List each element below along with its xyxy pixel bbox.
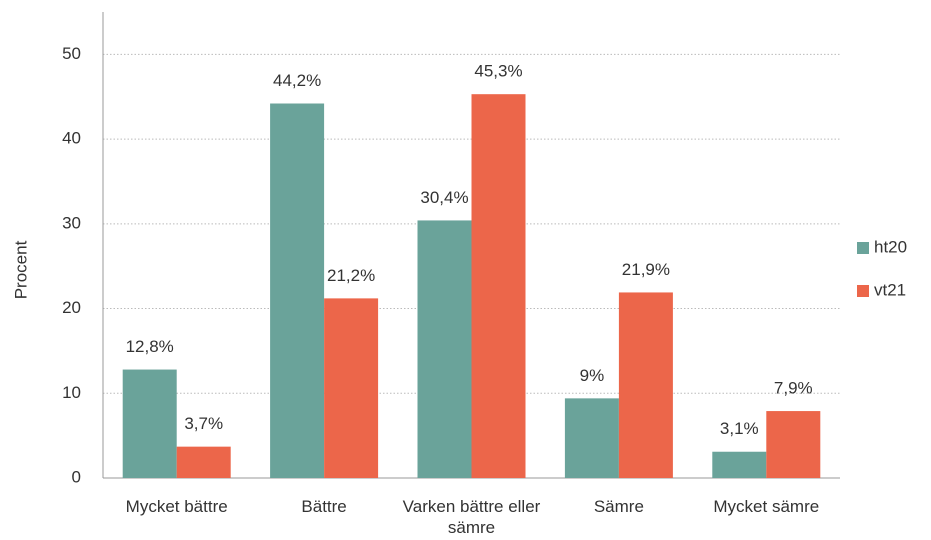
y-tick-label: 0 <box>72 467 81 486</box>
y-tick-label: 50 <box>62 44 81 63</box>
data-label: 3,7% <box>184 414 223 433</box>
x-tick-label: Mycket sämre <box>713 497 820 516</box>
bar <box>766 411 821 478</box>
data-label: 45,3% <box>474 62 522 81</box>
y-tick-label: 20 <box>62 298 81 317</box>
data-label: 9% <box>580 366 605 385</box>
data-label: 21,2% <box>327 266 375 285</box>
y-tick-label: 30 <box>62 213 81 232</box>
data-label: 21,9% <box>622 260 670 279</box>
x-tick-label: Bättre <box>301 497 347 516</box>
data-label: 30,4% <box>420 188 468 207</box>
data-label: 44,2% <box>273 71 321 90</box>
legend-label: ht20 <box>874 237 907 256</box>
bar <box>564 398 619 478</box>
data-label: 7,9% <box>774 379 813 398</box>
bar <box>712 451 767 478</box>
y-tick-label: 40 <box>62 129 81 148</box>
x-tick-label: Varken bättre eller sämre <box>402 497 541 537</box>
bar <box>122 369 177 478</box>
bar <box>324 298 379 478</box>
bar <box>471 94 526 478</box>
bar <box>618 292 673 478</box>
bar <box>417 220 472 479</box>
data-label: 12,8% <box>126 337 174 356</box>
data-label: 3,1% <box>720 419 759 438</box>
legend-swatch <box>857 285 869 297</box>
bar <box>176 446 231 478</box>
x-tick-label: Sämre <box>593 497 644 516</box>
y-tick-label: 10 <box>62 383 81 402</box>
legend-label: vt21 <box>874 280 906 299</box>
bar <box>270 103 325 478</box>
x-tick-label: Mycket bättre <box>125 497 228 516</box>
y-axis-label: Procent <box>11 240 30 299</box>
legend-swatch <box>857 242 869 254</box>
